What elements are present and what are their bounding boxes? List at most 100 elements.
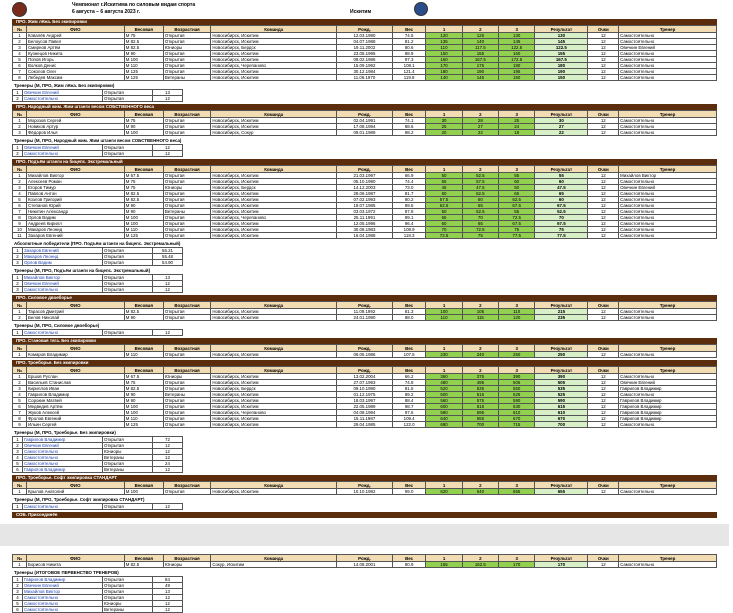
group-title: Тренеры (М, ПРО, Троеборье. Софт экипиро… xyxy=(14,497,145,502)
cell: 12 xyxy=(152,606,183,613)
results-table: № ФИО Весовая Возрастная Команда Рожд. Вес 1 2 3 Р… xyxy=(12,165,717,239)
cell: Открытая xyxy=(162,351,212,358)
column-header: 3 xyxy=(498,165,536,173)
column-header: Рожд. xyxy=(336,481,393,489)
athlete-row: 7 Жуков Алексей М 100 Открытая Новосибирск, … xyxy=(12,409,717,416)
cell: 620 xyxy=(425,488,463,495)
column-header: Результат xyxy=(534,554,589,562)
athlete-row: 1 Крылов Анатолий М 100 Открытая Новосибирск… xyxy=(12,488,717,495)
header-row: № ФИО Весовая Возрастная Команда Рожд. Вес 1 2 3 Р… xyxy=(12,25,717,33)
cell: 150 xyxy=(498,74,536,81)
column-header: Рожд. xyxy=(336,554,393,562)
cell: 655 xyxy=(498,488,536,495)
column-header: Вес xyxy=(391,110,427,118)
column-header: ФИО xyxy=(25,301,125,309)
column-header: Вес xyxy=(391,165,427,173)
cell: Крылов Анатолий xyxy=(25,488,125,495)
athlete-row: 4 Гаврилов Владимир М 90 Ветераны Новосибирс… xyxy=(12,391,717,398)
group-title: Тренеры (М, ПРО, Троеборье. Без экипиров… xyxy=(14,430,116,435)
cell: 150 xyxy=(534,74,589,81)
coach-row: 4 Самостоятельно Ветераны 12 xyxy=(12,454,183,461)
cell: 655 xyxy=(534,488,589,495)
cell: 06.06.1986 xyxy=(336,351,393,358)
column-header: 1 xyxy=(425,366,463,374)
cell: 107.5 xyxy=(391,351,427,358)
cell: Ильин Сергей xyxy=(25,421,125,428)
column-header: Возрастная xyxy=(162,301,212,309)
column-header: Вес xyxy=(391,481,427,489)
column-header: Тренер xyxy=(618,344,717,352)
cell: 162.5 xyxy=(461,561,500,568)
coach-table: 1 Овечкин Евгений Открытая 13 2 Самостоятельн… xyxy=(12,89,183,102)
column-header: 1 xyxy=(425,481,463,489)
coach-row: 2 Самостоятельно Открытая 12 xyxy=(12,150,183,157)
athlete-row: 3 Егоров Тимур М 75 Юниоры Новосибирск, Берд… xyxy=(12,184,717,191)
column-header: Тренер xyxy=(618,301,717,309)
cell: 230 xyxy=(425,351,463,358)
cell: 12 xyxy=(587,421,620,428)
cell: 88.0 xyxy=(391,314,427,321)
column-header: № xyxy=(12,554,27,562)
column-header: Очки xyxy=(587,110,620,118)
column-header: 1 xyxy=(425,110,463,118)
coach-row: 6 Гаврилов Владимир Ветераны 12 xyxy=(12,466,183,473)
column-header: 1 xyxy=(425,25,463,33)
athlete-row: 10 Макаров Леонид М 110 Открытая Новосибирск… xyxy=(12,226,717,233)
group-title: Тренеры (М, ПРО, Силовое двоеборье) xyxy=(14,323,100,328)
cell: М 82.5 xyxy=(123,561,164,568)
column-header: Тренер xyxy=(618,554,717,562)
coach-table: 1 Гаврилов Владимир Открытая 72 2 Овечкин Евг… xyxy=(12,436,183,473)
cell: 240 xyxy=(461,351,500,358)
column-header: Очки xyxy=(587,554,620,562)
column-header: Вес xyxy=(391,301,427,309)
column-header: № xyxy=(12,165,27,173)
title: Чемпионат г.Искитима по силовым видам сп… xyxy=(72,2,196,8)
coach-row: 3 Орлов Вадим Открытая 54.90 xyxy=(12,259,183,266)
athlete-row: 4 Павлов Антон М 82.5 Открытая Новосибирск, … xyxy=(12,190,717,197)
column-header: 2 xyxy=(461,366,500,374)
column-header: Команда xyxy=(210,481,338,489)
cell: 09.01.1989 xyxy=(336,129,393,136)
cell: 3 xyxy=(12,129,27,136)
cell: Открытая xyxy=(162,232,212,239)
cell: 1 xyxy=(12,561,27,568)
cell: 24.01.1990 xyxy=(336,314,393,321)
cell: 12 xyxy=(587,488,620,495)
cell: Ветераны xyxy=(102,606,153,613)
athlete-row: 1 Морозов Сергей М 75 Открытая Новосибирск, … xyxy=(12,117,717,124)
column-header: ФИО xyxy=(25,165,125,173)
cell: 115 xyxy=(461,314,500,321)
column-header: Тренер xyxy=(618,481,717,489)
athlete-row: 3 Фёдоров Илья М 100 Открытая Новосибирск, С… xyxy=(12,129,717,136)
column-header: 3 xyxy=(498,554,536,562)
cell: 29.04.1985 xyxy=(336,421,393,428)
athlete-row: 1 Борисов Никита М 82.5 Юниоры Сокур, Искити… xyxy=(12,561,717,568)
cell: Открытая xyxy=(102,329,153,336)
column-header: 2 xyxy=(461,165,500,173)
column-header: Тренер xyxy=(618,25,717,33)
cell: Самостоятельно xyxy=(618,232,717,239)
header-row: № ФИО Весовая Возрастная Команда Рожд. Вес 1 2 3 Р… xyxy=(12,301,717,309)
cell: 3 xyxy=(12,259,23,266)
cell: 119.8 xyxy=(391,74,427,81)
cell: 155 xyxy=(425,561,463,568)
cell: М 125 xyxy=(123,232,164,239)
cell: М 100 xyxy=(123,488,164,495)
cell: Самостоятельно xyxy=(618,74,717,81)
cell: 54.90 xyxy=(152,259,183,266)
cell: Открытая xyxy=(162,421,212,428)
cell: 235 xyxy=(534,314,589,321)
cell: 110 xyxy=(425,314,463,321)
cell: Открытая xyxy=(102,259,153,266)
coach-table: 1 Овечкин Евгений Открытая 12 2 Самостоятельн… xyxy=(12,144,183,157)
column-header: Результат xyxy=(534,301,589,309)
column-header: Команда xyxy=(210,301,338,309)
cell: 250 xyxy=(534,351,589,358)
column-header: Рожд. xyxy=(336,301,393,309)
column-header: Рожд. xyxy=(336,344,393,352)
coach-table: 1 Самостоятельно Открытая 12 xyxy=(12,503,183,510)
coach-table: 1 Самостоятельно Открытая 12 xyxy=(12,329,183,336)
header-row: № ФИО Весовая Возрастная Команда Рожд. Вес 1 2 3 Р… xyxy=(12,481,717,489)
cell: 6 xyxy=(12,466,23,473)
